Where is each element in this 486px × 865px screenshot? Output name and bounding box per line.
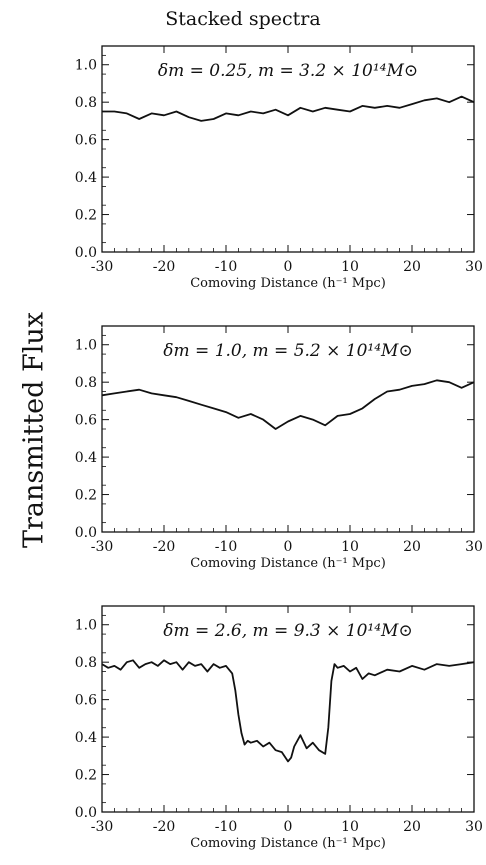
panel-2-series-line (101, 379, 475, 430)
panel-2-ytick-label: 0.2 (75, 488, 97, 504)
panel-2-x-axis-title: Comoving Distance (h⁻¹ Mpc) (190, 556, 386, 571)
panel-1-xtick-label: 10 (341, 259, 359, 275)
panel-3-xtick-label: -10 (215, 819, 238, 835)
panel-1-ytick-label: 0.6 (75, 133, 97, 149)
panel-3-x-axis-title: Comoving Distance (h⁻¹ Mpc) (190, 836, 386, 851)
panel-1-xtick-label: 20 (403, 259, 421, 275)
panel-3-xtick-label: 10 (341, 819, 359, 835)
panel-2-xtick-label: -20 (153, 539, 176, 555)
panel-1-ytick-label: 1.0 (75, 58, 97, 74)
panel-3-xtick-label: -20 (153, 819, 176, 835)
panel-2-ytick-label: 0.0 (75, 525, 97, 541)
panel-3-ytick-label: 0.0 (75, 805, 97, 821)
panel-2-ytick-label: 0.8 (75, 375, 97, 391)
panel-2-xtick-label: -30 (91, 539, 114, 555)
panel-3-xtick-label: 0 (284, 819, 293, 835)
panel-2-xtick-label: -10 (215, 539, 238, 555)
panel-3-xtick-label: 20 (403, 819, 421, 835)
panel-1-xtick-label: -20 (153, 259, 176, 275)
panel-2-ytick-label: 0.4 (75, 450, 97, 466)
panel-3-series-line (101, 659, 475, 763)
panel-1-series-line (102, 95, 475, 122)
panel-3-xtick-label: 30 (465, 819, 483, 835)
panel-1-xtick-label: 0 (284, 259, 293, 275)
panel-3-ytick-label: 0.4 (75, 730, 97, 746)
panel-2-annotation: δm = 1.0, m = 5.2 × 10¹⁴M⊙ (163, 341, 412, 361)
panel-2-xtick-label: 0 (284, 539, 293, 555)
panel-2-xtick-label: 20 (403, 539, 421, 555)
panel-1-ytick-label: 0.8 (75, 95, 97, 111)
panel-2-ytick-label: 1.0 (75, 338, 97, 354)
panel-3-xtick-label: -30 (91, 819, 114, 835)
panel-3-ytick-label: 0.6 (75, 693, 97, 709)
panel-2-ytick-label: 0.6 (75, 413, 97, 429)
panel-1-annotation: δm = 0.25, m = 3.2 × 10¹⁴M⊙ (158, 61, 418, 81)
panel-1-xtick-label: -10 (215, 259, 238, 275)
panel-1-xtick-label: 30 (465, 259, 483, 275)
panel-2-xtick-label: 30 (465, 539, 483, 555)
panel-3-annotation: δm = 2.6, m = 9.3 × 10¹⁴M⊙ (163, 621, 412, 641)
panel-1-x-axis-title: Comoving Distance (h⁻¹ Mpc) (190, 276, 386, 291)
panel-2-xtick-label: 10 (341, 539, 359, 555)
panel-1-ytick-label: 0.2 (75, 208, 97, 224)
panel-3-ytick-label: 0.2 (75, 768, 97, 784)
figure-title: Stacked spectra (165, 8, 321, 30)
panel-3-ytick-label: 0.8 (75, 655, 97, 671)
panel-1-xtick-label: -30 (91, 259, 114, 275)
panel-1-ytick-label: 0.0 (75, 245, 97, 261)
panel-3-ytick-label: 1.0 (75, 618, 97, 634)
panel-1-ytick-label: 0.4 (75, 170, 97, 186)
